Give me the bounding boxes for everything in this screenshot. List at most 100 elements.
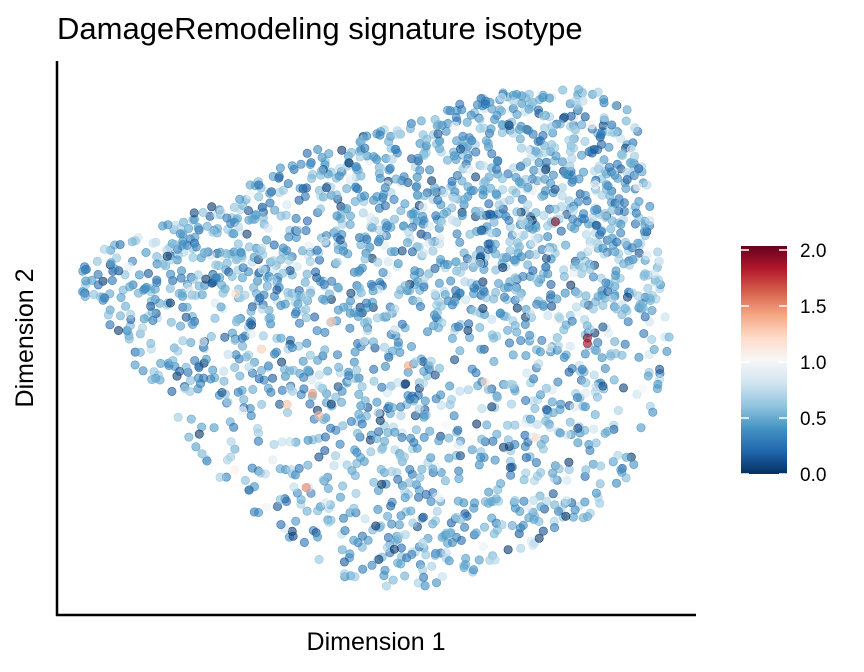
scatter-point <box>175 366 185 376</box>
scatter-point <box>397 432 407 442</box>
scatter-point <box>581 465 591 475</box>
scatter-point <box>298 356 308 366</box>
scatter-point <box>522 368 532 378</box>
scatter-point <box>302 269 312 279</box>
scatter-point <box>302 216 312 226</box>
scatter-point <box>302 506 312 516</box>
scatter-point <box>587 120 597 130</box>
scatter-point <box>290 470 300 480</box>
scatter-point <box>498 442 508 452</box>
scatter-point <box>324 289 334 299</box>
scatter-point <box>334 283 344 293</box>
scatter-point <box>509 97 519 107</box>
scatter-point <box>490 555 500 565</box>
scatter-point <box>269 439 279 449</box>
scatter-point <box>455 144 465 154</box>
scatter-point <box>566 111 576 121</box>
scatter-point <box>188 274 198 284</box>
scatter-point <box>353 311 363 321</box>
scatter-point <box>278 268 288 278</box>
scatter-point <box>611 101 621 111</box>
scatter-point <box>531 208 541 218</box>
scatter-point <box>183 282 193 292</box>
scatter-point <box>327 276 337 286</box>
scatter-point <box>545 343 555 353</box>
scatter-point <box>191 442 201 452</box>
scatter-point <box>465 229 475 239</box>
scatter-point <box>451 112 461 122</box>
scatter-point <box>596 130 606 140</box>
scatter-point <box>620 339 630 349</box>
scatter-point <box>418 538 428 548</box>
scatter-point <box>206 331 216 341</box>
scatter-point <box>426 453 436 463</box>
colorbar-ticks: 0.0 0.5 1.0 1.5 2.0 <box>741 241 826 486</box>
scatter-point <box>403 361 413 371</box>
scatter-point <box>576 251 586 261</box>
scatter-point <box>531 250 541 260</box>
scatter-point <box>241 352 251 362</box>
scatter-point <box>539 148 549 158</box>
scatter-point <box>338 481 348 491</box>
scatter-point <box>369 376 379 386</box>
scatter-point <box>455 386 465 396</box>
scatter-point <box>373 504 383 514</box>
scatter-point <box>525 330 535 340</box>
scatter-point <box>257 265 267 275</box>
scatter-point <box>368 337 378 347</box>
scatter-point <box>412 190 422 200</box>
scatter-point <box>314 452 324 462</box>
scatter-point <box>613 405 623 415</box>
scatter-point <box>316 204 326 214</box>
scatter-point <box>552 333 562 343</box>
scatter-point <box>599 155 609 165</box>
colorbar-tick-label: 2.0 <box>800 241 826 262</box>
scatter-point <box>242 229 252 239</box>
scatter-point <box>609 128 619 138</box>
scatter-point <box>351 182 361 192</box>
scatter-point <box>165 283 175 293</box>
scatter-point <box>367 223 377 233</box>
scatter-point <box>332 190 342 200</box>
scatter-point <box>80 291 90 301</box>
scatter-point <box>323 366 333 376</box>
scatter-point <box>555 119 565 129</box>
scatter-point <box>480 497 490 507</box>
scatter-point <box>569 402 579 412</box>
scatter-point <box>561 511 571 521</box>
scatter-point <box>217 387 227 397</box>
scatter-point <box>380 183 390 193</box>
scatter-point <box>305 350 315 360</box>
scatter-point <box>244 362 254 372</box>
scatter-point <box>535 347 545 357</box>
scatter-point <box>464 165 474 175</box>
scatter-point <box>339 557 349 567</box>
scatter-point <box>513 238 523 248</box>
scatter-point <box>442 259 452 269</box>
scatter-point <box>345 211 355 221</box>
scatter-point <box>645 201 655 211</box>
scatter-point <box>411 182 421 192</box>
scatter-point <box>621 116 631 126</box>
scatter-point <box>395 452 405 462</box>
scatter-point <box>523 126 533 136</box>
scatter-point <box>307 173 317 183</box>
scatter-point <box>632 389 642 399</box>
scatter-point <box>293 225 303 235</box>
scatter-point <box>263 361 273 371</box>
scatter-point <box>523 200 533 210</box>
scatter-point <box>251 210 261 220</box>
scatter-point <box>519 496 529 506</box>
scatter-point <box>546 290 556 300</box>
scatter-point <box>190 356 200 366</box>
scatter-point <box>547 301 557 311</box>
scatter-point <box>281 210 291 220</box>
scatter-point <box>320 345 330 355</box>
scatter-point <box>387 466 397 476</box>
scatter-point <box>332 350 342 360</box>
scatter-point <box>156 358 166 368</box>
scatter-point <box>622 175 632 185</box>
scatter-point <box>531 458 541 468</box>
scatter-point <box>338 513 348 523</box>
